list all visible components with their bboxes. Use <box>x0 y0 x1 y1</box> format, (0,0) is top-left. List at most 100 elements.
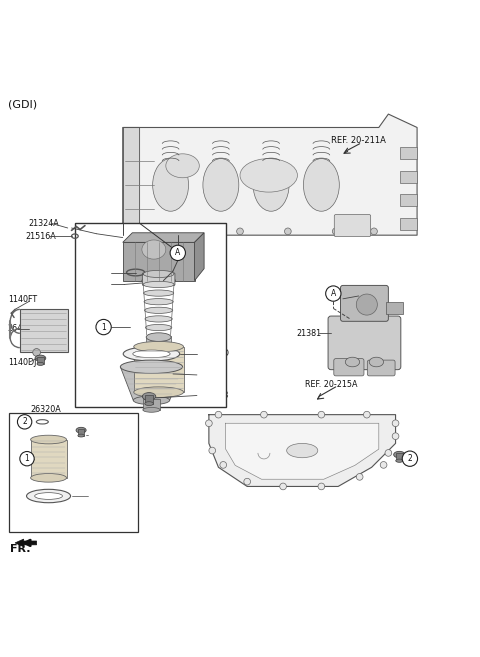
Ellipse shape <box>31 435 67 444</box>
FancyBboxPatch shape <box>328 316 401 370</box>
Ellipse shape <box>143 281 174 288</box>
Polygon shape <box>15 539 36 547</box>
Text: A: A <box>175 248 180 258</box>
Polygon shape <box>123 233 204 242</box>
Text: FR.: FR. <box>10 543 31 554</box>
Ellipse shape <box>78 434 84 437</box>
Ellipse shape <box>133 350 170 357</box>
Ellipse shape <box>394 451 405 458</box>
Circle shape <box>209 447 216 454</box>
Ellipse shape <box>144 307 173 313</box>
Polygon shape <box>194 233 204 281</box>
Circle shape <box>33 349 40 356</box>
Ellipse shape <box>76 427 86 433</box>
Circle shape <box>17 415 32 429</box>
Text: 26320A: 26320A <box>31 405 61 415</box>
Circle shape <box>385 449 392 457</box>
Bar <box>400 147 417 158</box>
FancyBboxPatch shape <box>334 359 364 376</box>
Circle shape <box>392 433 399 440</box>
Circle shape <box>380 462 387 468</box>
Bar <box>78 429 84 436</box>
Ellipse shape <box>134 387 183 397</box>
Polygon shape <box>226 423 379 479</box>
Text: 2: 2 <box>408 454 412 463</box>
Circle shape <box>332 228 339 235</box>
Ellipse shape <box>345 357 360 367</box>
Ellipse shape <box>240 158 298 192</box>
Circle shape <box>20 451 34 466</box>
Circle shape <box>392 420 399 426</box>
Text: (GDI): (GDI) <box>8 99 37 110</box>
Circle shape <box>356 474 363 480</box>
Text: 1140FT: 1140FT <box>8 295 37 304</box>
Ellipse shape <box>396 459 403 463</box>
Bar <box>145 395 154 403</box>
Text: 26331D: 26331D <box>198 350 229 358</box>
Bar <box>386 302 403 314</box>
Text: 21381: 21381 <box>297 328 322 338</box>
Bar <box>400 218 417 231</box>
Circle shape <box>261 411 267 418</box>
Text: REF. 20-211A: REF. 20-211A <box>331 136 386 145</box>
Circle shape <box>280 483 287 489</box>
Ellipse shape <box>303 158 339 212</box>
Circle shape <box>220 462 227 468</box>
Ellipse shape <box>145 316 172 322</box>
Text: 26332B: 26332B <box>92 430 121 440</box>
Ellipse shape <box>26 489 71 503</box>
FancyBboxPatch shape <box>334 215 371 237</box>
Text: 26410B: 26410B <box>8 324 38 333</box>
Circle shape <box>205 420 212 426</box>
Bar <box>123 242 194 281</box>
Text: 26331D: 26331D <box>92 491 121 501</box>
Ellipse shape <box>143 393 156 400</box>
Ellipse shape <box>37 363 44 365</box>
Polygon shape <box>209 415 396 486</box>
Ellipse shape <box>145 325 172 330</box>
Circle shape <box>285 228 291 235</box>
Text: 26100: 26100 <box>360 289 385 298</box>
Circle shape <box>318 483 324 489</box>
Text: REF. 20-215A: REF. 20-215A <box>305 380 357 388</box>
Circle shape <box>170 245 185 261</box>
Circle shape <box>215 411 222 418</box>
Text: 1: 1 <box>24 454 29 463</box>
Ellipse shape <box>203 158 239 212</box>
Ellipse shape <box>31 474 67 482</box>
Ellipse shape <box>120 360 182 373</box>
Text: 26429: 26429 <box>86 280 111 289</box>
Text: 26311: 26311 <box>198 371 223 380</box>
Circle shape <box>371 228 377 235</box>
Ellipse shape <box>287 443 318 458</box>
Polygon shape <box>120 367 182 400</box>
FancyBboxPatch shape <box>143 273 175 285</box>
Bar <box>9 413 138 532</box>
Ellipse shape <box>369 357 384 367</box>
Bar <box>134 347 183 392</box>
Text: 1140DJ: 1140DJ <box>8 357 36 367</box>
Circle shape <box>363 411 370 418</box>
Ellipse shape <box>144 270 174 277</box>
Text: 26316P: 26316P <box>86 268 116 277</box>
FancyBboxPatch shape <box>367 360 395 376</box>
Ellipse shape <box>143 407 160 412</box>
Circle shape <box>325 286 341 301</box>
Text: 21516A: 21516A <box>25 232 56 240</box>
Circle shape <box>356 294 377 315</box>
Text: 1: 1 <box>101 323 106 332</box>
Polygon shape <box>123 114 417 235</box>
Ellipse shape <box>123 347 180 361</box>
Circle shape <box>237 228 243 235</box>
Bar <box>400 194 417 206</box>
Polygon shape <box>123 127 140 235</box>
Ellipse shape <box>35 355 46 361</box>
Ellipse shape <box>153 158 189 212</box>
FancyBboxPatch shape <box>340 285 388 321</box>
Ellipse shape <box>142 240 166 259</box>
Bar <box>37 357 44 364</box>
Bar <box>146 336 171 345</box>
Circle shape <box>402 451 418 466</box>
Ellipse shape <box>144 290 174 296</box>
Ellipse shape <box>144 298 173 305</box>
